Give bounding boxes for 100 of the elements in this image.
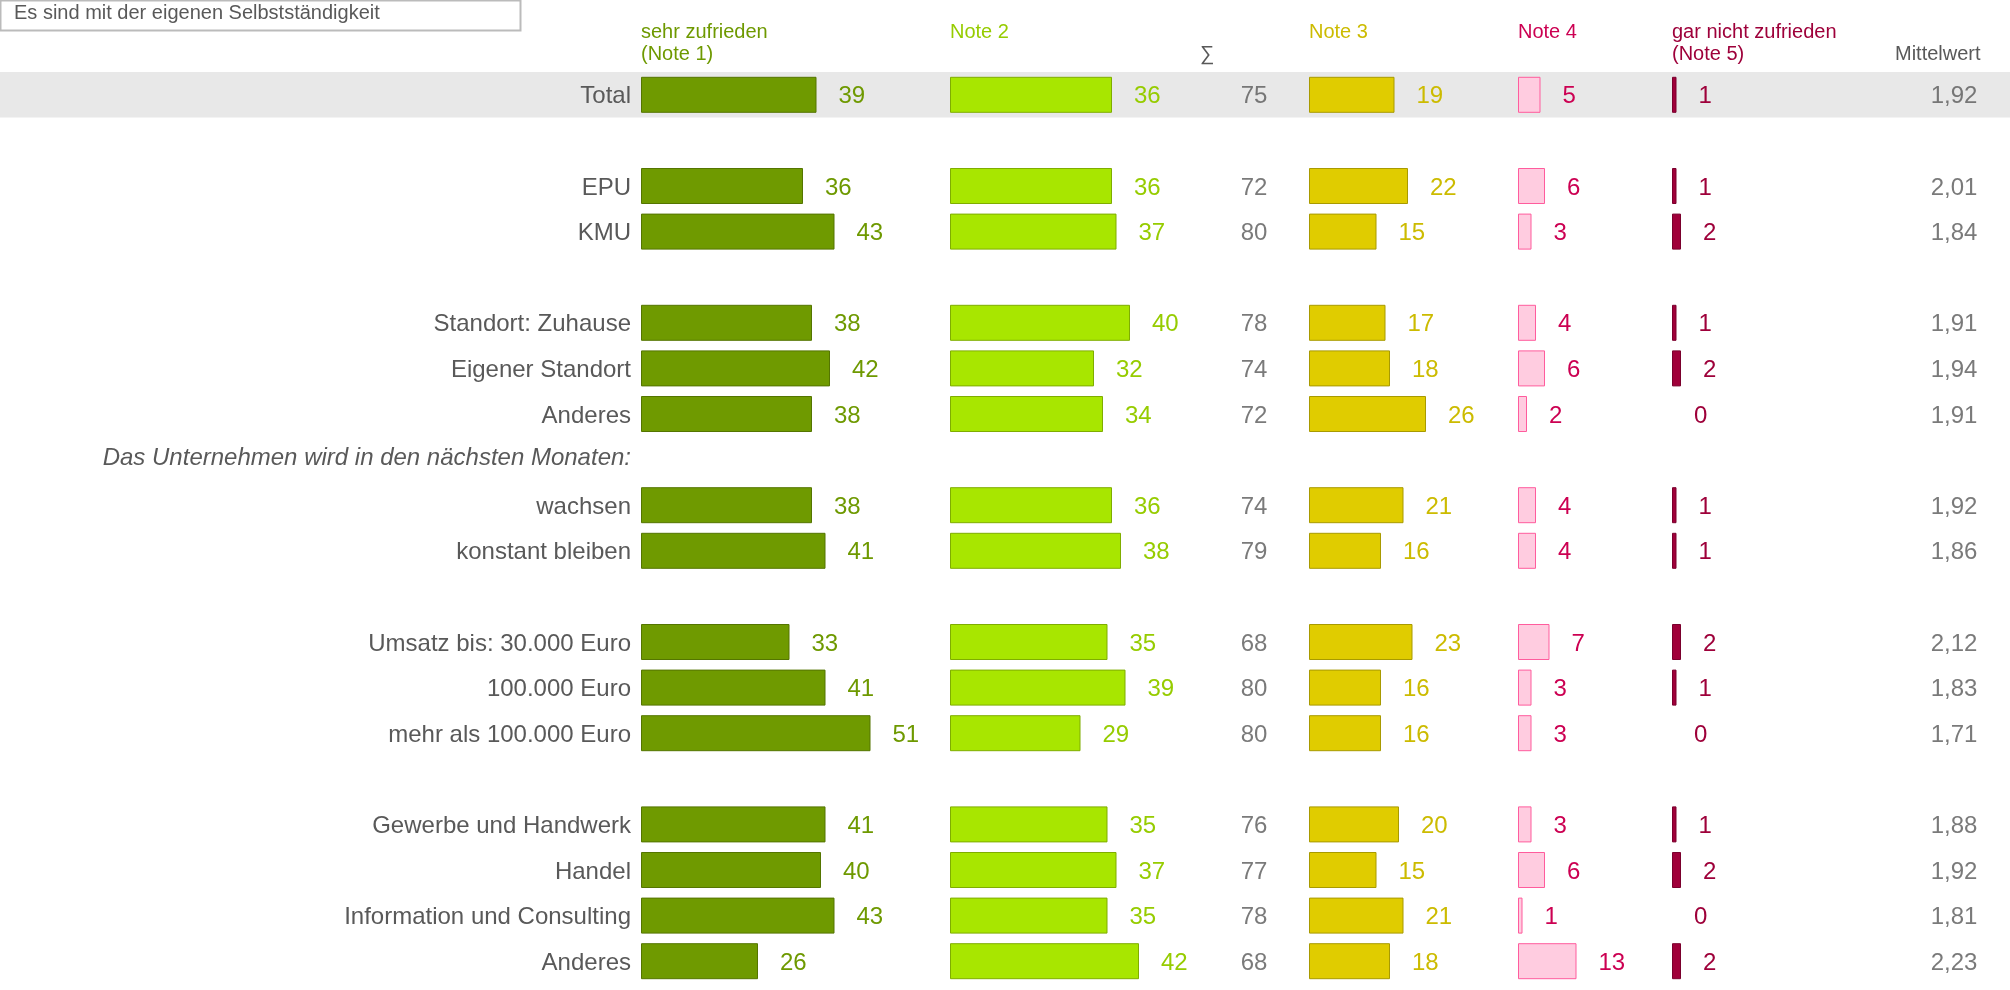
- data-label: 6: [1567, 856, 1581, 884]
- data-label: 1,92: [1930, 81, 1978, 109]
- bar: [1309, 532, 1381, 569]
- data-label: 15: [1398, 856, 1426, 884]
- bar: [641, 624, 790, 660]
- data-label: 36: [1134, 172, 1161, 200]
- bar: [641, 669, 826, 706]
- data-label: 2: [1703, 628, 1717, 656]
- bar: [1309, 396, 1426, 432]
- bar: [1309, 168, 1408, 204]
- data-label: 23: [1434, 628, 1462, 656]
- data-label: 16: [1403, 674, 1430, 702]
- data-label: 0: [1694, 719, 1708, 747]
- data-label: 1,91: [1930, 309, 1978, 337]
- data-label: 1,84: [1930, 218, 1978, 246]
- bar: [1518, 897, 1523, 934]
- data-label: 4: [1558, 537, 1572, 565]
- data-label: 3: [1553, 674, 1567, 702]
- data-label: 3: [1553, 810, 1567, 838]
- bar: [950, 350, 1094, 387]
- series-label: Note 2: [950, 20, 1009, 42]
- y-tick-label: mehr als 100.000 Euro: [388, 719, 631, 747]
- data-label: 78: [1240, 902, 1268, 930]
- data-label: 26: [1448, 400, 1475, 428]
- data-label: 26: [780, 947, 807, 975]
- y-tick-label: Information und Consulting: [344, 902, 631, 930]
- data-label: 1,88: [1930, 810, 1978, 838]
- data-label: 16: [1403, 719, 1430, 747]
- data-label: 38: [834, 400, 861, 428]
- bar: [641, 532, 826, 569]
- data-label: 34: [1125, 400, 1152, 428]
- bar: [641, 350, 830, 387]
- data-label: 74: [1240, 491, 1268, 519]
- bar: [950, 624, 1108, 660]
- data-label: 36: [825, 172, 852, 200]
- bar: [1518, 168, 1545, 204]
- bar: [641, 852, 821, 888]
- bar: [950, 168, 1112, 204]
- data-label: 4: [1558, 309, 1572, 337]
- data-label: 78: [1240, 309, 1268, 337]
- data-label: 1,81: [1930, 902, 1978, 930]
- bar: [641, 943, 758, 980]
- data-label: 80: [1240, 674, 1268, 702]
- data-label: 0: [1694, 902, 1708, 930]
- data-label: 2: [1703, 947, 1717, 975]
- bar: [950, 669, 1126, 706]
- bar: [1309, 852, 1377, 888]
- bar: [1309, 624, 1413, 660]
- data-label: 2,23: [1930, 947, 1978, 975]
- y-tick-label: KMU: [577, 218, 631, 246]
- data-label: 74: [1240, 354, 1268, 382]
- data-label: 6: [1567, 354, 1581, 382]
- data-label: 2: [1703, 218, 1717, 246]
- bar: [1518, 76, 1541, 113]
- data-label: 36: [1134, 491, 1161, 519]
- data-label: 1: [1698, 172, 1712, 200]
- y-tick-label: 100.000 Euro: [486, 674, 631, 702]
- bar: [1518, 213, 1532, 250]
- data-label: 29: [1102, 719, 1130, 747]
- data-label: 77: [1240, 856, 1268, 884]
- data-label: 21: [1425, 491, 1453, 519]
- data-label: 72: [1240, 400, 1268, 428]
- y-tick-label: Umsatz bis: 30.000 Euro: [368, 628, 631, 656]
- bar: [1309, 350, 1390, 387]
- y-tick-label: Eigener Standort: [450, 354, 632, 382]
- bar: [950, 897, 1108, 934]
- data-label: 75: [1240, 81, 1268, 109]
- bar: [950, 213, 1117, 250]
- data-label: 68: [1240, 628, 1268, 656]
- data-label: 1,92: [1930, 491, 1978, 519]
- bar: [1309, 487, 1404, 524]
- data-label: 32: [1116, 354, 1143, 382]
- data-label: 13: [1598, 947, 1626, 975]
- bar: [641, 76, 817, 113]
- series-label: sehr zufrieden (Note 1): [641, 20, 774, 64]
- bar: [950, 806, 1108, 843]
- data-label: 79: [1240, 537, 1268, 565]
- data-label: 1: [1698, 491, 1712, 519]
- bar: [1518, 487, 1536, 524]
- data-label: 1: [1698, 309, 1712, 337]
- y-tick-label: konstant bleiben: [456, 537, 631, 565]
- data-label: 1: [1698, 537, 1712, 565]
- bar: [950, 304, 1130, 341]
- bar: [1518, 806, 1532, 843]
- bar: [1309, 897, 1404, 934]
- data-label: 80: [1240, 218, 1268, 246]
- data-label: 3: [1553, 218, 1567, 246]
- bar: [1518, 669, 1532, 706]
- data-label: 38: [834, 491, 861, 519]
- data-label: 5: [1562, 81, 1576, 109]
- data-label: 37: [1138, 218, 1166, 246]
- bar: [641, 304, 812, 341]
- bar: [641, 897, 835, 934]
- data-label: 36: [1134, 81, 1161, 109]
- data-label: 1,94: [1930, 354, 1978, 382]
- bar: [1518, 715, 1532, 752]
- data-label: 76: [1240, 810, 1268, 838]
- bar: [950, 715, 1081, 752]
- data-label: 51: [892, 719, 920, 747]
- bar: [1518, 852, 1545, 888]
